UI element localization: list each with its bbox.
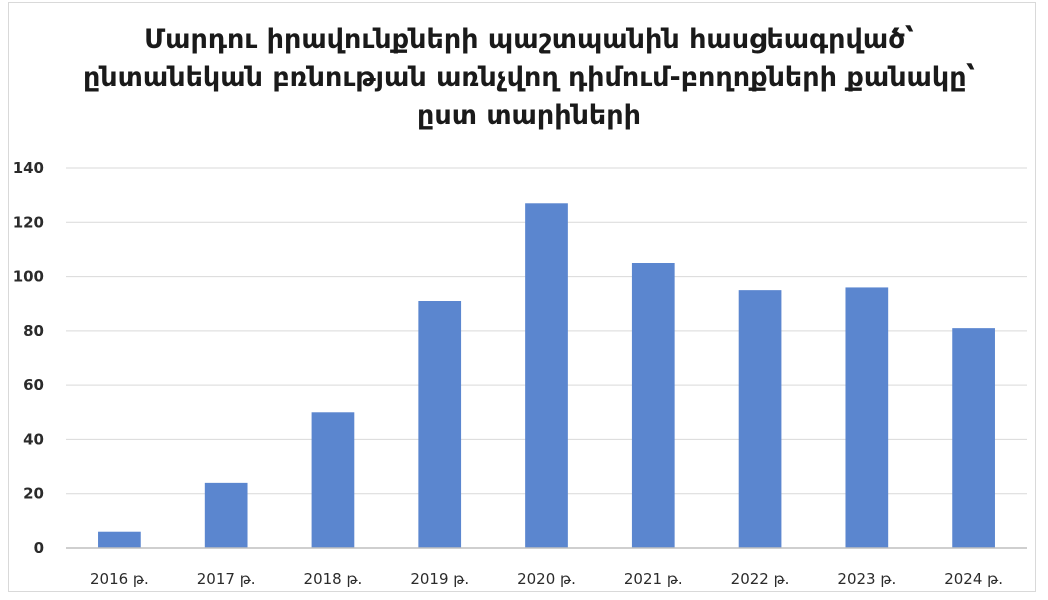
x-tick-label: 2017 թ. [197, 570, 256, 588]
x-tick-label: 2019 թ. [410, 570, 469, 588]
x-tick-label: 2016 թ. [90, 570, 149, 588]
chart-frame: Մարդու իրավունքների պաշտպանին հասցեագրվա… [8, 2, 1036, 592]
chart-title: Մարդու իրավունքների պաշտպանին հասցեագրվա… [82, 24, 976, 131]
bar-2022-թ. [738, 290, 782, 548]
bar-chart-plot: 0 20 40 60 80 100 120 140 2016 թ. 2017 թ. 2018 թ. 2… [13, 159, 1027, 588]
y-tick-label: 60 [23, 376, 44, 394]
x-tick-label: 2024 թ. [944, 570, 1003, 588]
y-tick-label: 20 [23, 485, 44, 503]
bar-2017-թ. [204, 482, 248, 548]
y-tick-label: 120 [13, 213, 44, 231]
y-tick-label: 140 [13, 159, 44, 177]
bar-2023-թ. [845, 287, 889, 548]
tick-labels: 0 20 40 60 80 100 120 140 2016 թ. 2017 թ. 2018 թ. 2… [13, 159, 1003, 588]
bar-2016-թ. [98, 531, 141, 548]
bar-2018-թ. [311, 412, 355, 548]
x-tick-label: 2023 թ. [837, 570, 896, 588]
bar-2021-թ. [631, 263, 675, 548]
y-tick-label: 0 [34, 539, 44, 557]
x-tick-label: 2022 թ. [731, 570, 790, 588]
x-tick-label: 2020 թ. [517, 570, 576, 588]
y-tick-label: 80 [23, 322, 44, 340]
bar-2019-թ. [418, 301, 462, 548]
y-tick-label: 40 [23, 430, 44, 448]
x-tick-label: 2018 թ. [304, 570, 363, 588]
bar-2024-թ. [952, 328, 995, 548]
x-tick-label: 2021 թ. [624, 570, 683, 588]
bars [98, 203, 995, 549]
bar-2020-թ. [525, 203, 568, 549]
y-tick-label: 100 [13, 268, 44, 286]
